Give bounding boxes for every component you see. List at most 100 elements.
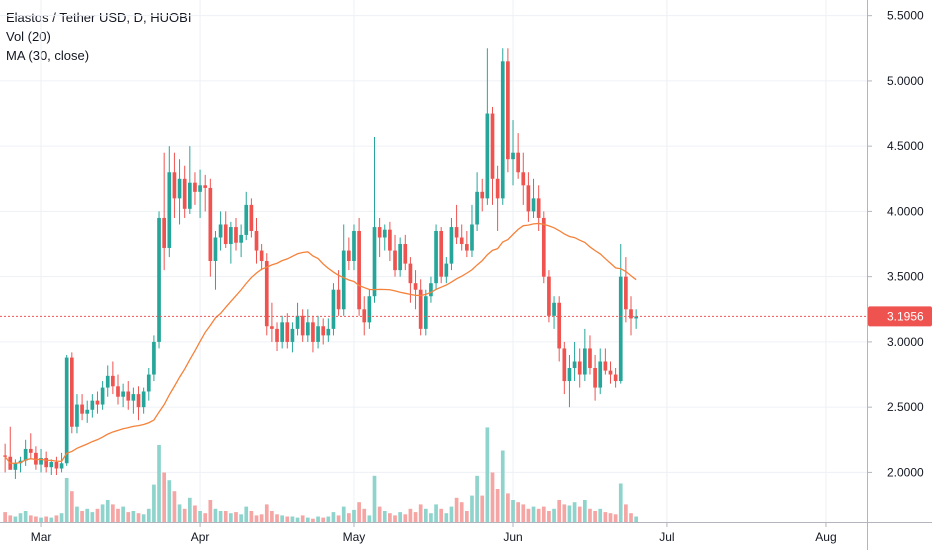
volume-bar <box>249 511 254 522</box>
candle-body <box>444 263 449 277</box>
volume-bar <box>254 515 259 522</box>
candle <box>198 169 202 218</box>
volume-bar <box>562 504 567 522</box>
volume-bar <box>511 500 515 522</box>
price-tick-label: 3.0000 <box>887 335 924 349</box>
time-tick-label: Aug <box>815 530 836 544</box>
candle <box>444 257 449 284</box>
candle-body <box>254 230 259 251</box>
candle-body <box>336 289 341 310</box>
candle <box>167 146 172 258</box>
candle-body <box>213 237 218 261</box>
candle <box>598 348 603 395</box>
candle <box>239 224 243 258</box>
candle-body <box>341 250 346 310</box>
moving-average <box>4 222 637 464</box>
time-tick-label: Apr <box>191 530 210 544</box>
volume-bar <box>177 504 182 522</box>
volume-bar <box>480 495 485 522</box>
candle-body <box>485 113 490 199</box>
candle-body <box>177 178 182 199</box>
candle <box>23 439 28 466</box>
candle-body <box>23 448 28 461</box>
candle <box>254 217 259 264</box>
candle <box>480 178 485 212</box>
price-tick-label: 5.0000 <box>887 74 924 88</box>
candle-body <box>80 404 84 414</box>
volume-bar <box>439 508 444 522</box>
legend-title: Elastos / Tether USD, D, HUOBI <box>6 10 192 25</box>
candle-body <box>290 328 295 342</box>
candle-body <box>367 296 372 323</box>
candle-body <box>434 230 438 284</box>
candle-body <box>208 187 213 261</box>
volume-bar <box>213 508 218 522</box>
candle <box>141 387 146 414</box>
candle <box>264 253 269 336</box>
candle-body <box>357 230 361 310</box>
volume-bar <box>270 511 274 522</box>
candle <box>321 318 326 345</box>
candle-body <box>321 326 326 336</box>
price-tick-label: 2.0000 <box>887 465 924 479</box>
volume-bar <box>393 515 397 522</box>
candle <box>331 283 336 336</box>
candle-body <box>203 185 208 188</box>
candle-body <box>629 309 633 319</box>
candle <box>280 315 285 349</box>
candle <box>244 191 249 241</box>
candle-body <box>44 458 49 468</box>
candle-body <box>75 404 79 427</box>
candle <box>377 217 382 258</box>
candle <box>90 394 95 418</box>
candle-body <box>459 237 464 245</box>
candle-body <box>603 361 608 371</box>
candle <box>172 152 177 218</box>
volume-bar <box>454 497 459 522</box>
candle-body <box>111 375 115 387</box>
candle <box>608 361 613 384</box>
candle <box>362 296 367 336</box>
volume-bar <box>521 504 526 522</box>
candle <box>500 48 505 205</box>
ma-line <box>4 222 637 464</box>
candle <box>547 270 551 323</box>
volume-bar <box>121 506 125 522</box>
candle <box>44 451 49 473</box>
candle-body <box>490 113 495 179</box>
volume-bar <box>136 513 141 522</box>
candle <box>85 400 90 423</box>
candle <box>490 107 495 205</box>
candle-body <box>280 322 285 342</box>
candle <box>18 456 23 473</box>
candle-body <box>408 263 413 284</box>
volume-bar <box>618 483 623 522</box>
volume-bar <box>8 515 13 522</box>
volume-bar <box>357 502 361 522</box>
candle-body <box>162 217 167 248</box>
candle-body <box>377 227 382 238</box>
candle <box>75 394 79 434</box>
candle-body <box>305 322 310 336</box>
candle-body <box>264 261 269 327</box>
chart-grid <box>0 0 867 522</box>
volume-bar <box>223 511 228 522</box>
volume-bar <box>347 513 351 522</box>
candle <box>475 172 479 231</box>
volume-bar <box>218 511 223 522</box>
candle <box>249 198 254 238</box>
candle-body <box>182 178 187 209</box>
candle-body <box>229 227 233 245</box>
candle-body <box>634 316 638 319</box>
volume-bar <box>300 515 305 522</box>
candle <box>100 381 105 410</box>
candle-body <box>413 283 418 290</box>
candle-body <box>311 322 315 342</box>
candle <box>357 217 361 316</box>
volume-bar <box>172 491 177 522</box>
volume-bar <box>90 512 95 522</box>
volume-bar <box>531 506 536 522</box>
candle <box>234 217 238 251</box>
candle <box>305 309 310 342</box>
